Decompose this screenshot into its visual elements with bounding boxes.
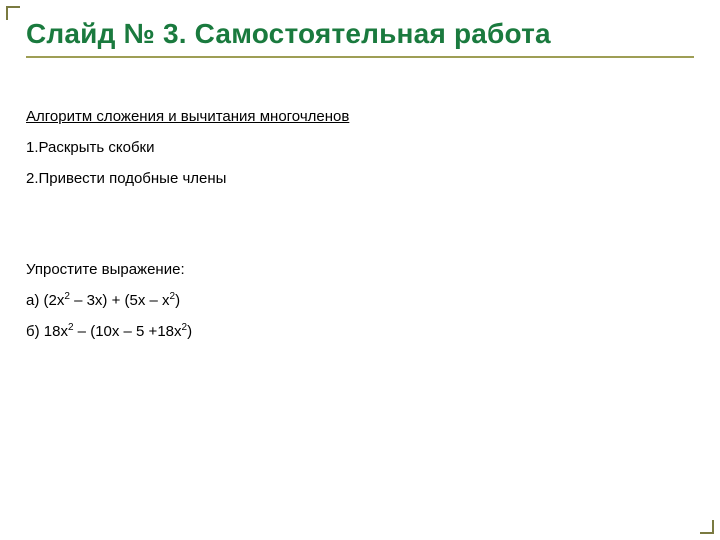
title-underline [26,56,694,58]
section-gap [26,199,694,259]
section2-item-a: а) (2x2 – 3x) + (5x – x2) [26,290,694,311]
section1-heading: Алгоритм сложения и вычитания многочлено… [26,106,694,127]
slide-title: Слайд № 3. Самостоятельная работа [26,18,694,50]
corner-decoration-bottom-right [700,520,714,534]
section1-item-2: 2.Привести подобные члены [26,168,694,189]
section2-item-b: б) 18x2 – (10x – 5 +18x2) [26,321,694,342]
corner-decoration-top-left [6,6,20,20]
section1-item-1: 1.Раскрыть скобки [26,137,694,158]
slide-container: Слайд № 3. Самостоятельная работа Алгори… [0,0,720,540]
section2-heading: Упростите выражение: [26,259,694,280]
slide-body: Алгоритм сложения и вычитания многочлено… [26,106,694,342]
